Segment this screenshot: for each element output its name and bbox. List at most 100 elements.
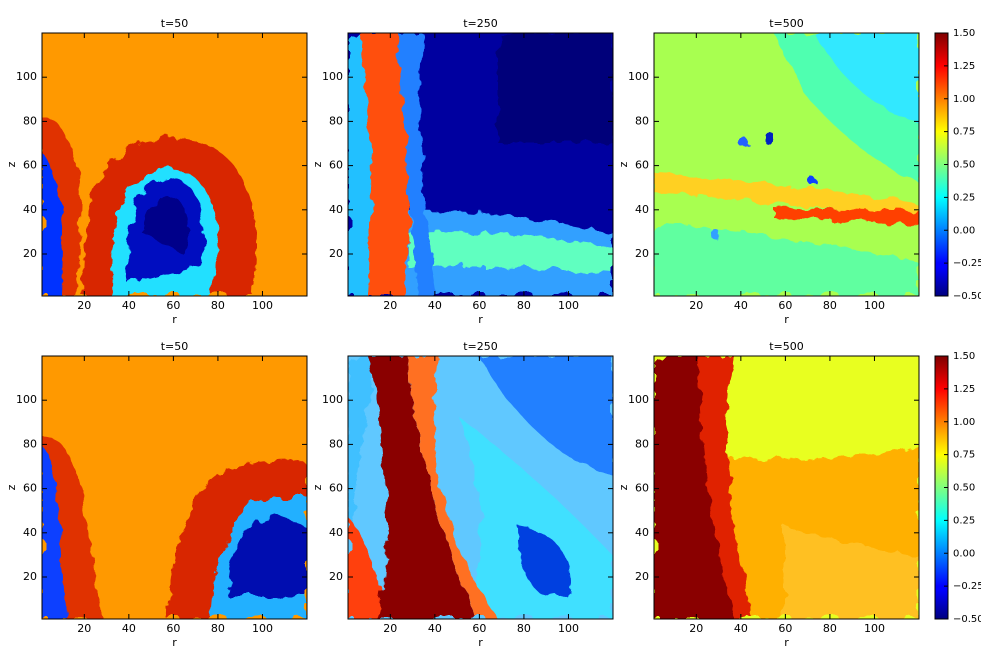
x-tick-label: 80 xyxy=(211,622,225,635)
y-axis-label: z xyxy=(5,161,18,167)
y-tick-label: 100 xyxy=(16,70,37,83)
colorbar-tick-label: 1.50 xyxy=(953,351,975,362)
x-axis-label: r xyxy=(172,636,177,649)
x-tick-label: 100 xyxy=(252,622,273,635)
colorbar-tick-label: 1.50 xyxy=(953,28,975,39)
y-axis-label: z xyxy=(311,484,324,490)
x-tick-label: 100 xyxy=(558,299,579,312)
colorbar-tick-label: 0.50 xyxy=(953,160,975,171)
y-tick-label: 20 xyxy=(635,247,649,260)
y-tick-label: 40 xyxy=(329,203,343,216)
colorbar-tick-label: 0.25 xyxy=(953,515,975,526)
x-tick-label: 100 xyxy=(252,299,273,312)
y-tick-label: 60 xyxy=(23,482,37,495)
panel-title: t=50 xyxy=(161,340,189,353)
y-tick-label: 80 xyxy=(329,114,343,127)
x-tick-label: 100 xyxy=(864,299,885,312)
y-tick-label: 40 xyxy=(23,203,37,216)
plot-frame xyxy=(347,355,614,620)
y-axis-label: z xyxy=(617,484,630,490)
y-tick-label: 100 xyxy=(16,393,37,406)
y-tick-label: 20 xyxy=(635,570,649,583)
colorbar-tick-label: 1.25 xyxy=(953,61,975,72)
y-axis-label: z xyxy=(311,161,324,167)
y-axis-label: z xyxy=(617,161,630,167)
x-tick-label: 100 xyxy=(558,622,579,635)
colorbar-tick-label: 1.00 xyxy=(953,417,975,428)
x-tick-label: 40 xyxy=(428,299,442,312)
y-tick-label: 40 xyxy=(635,526,649,539)
plot-frame xyxy=(41,32,308,297)
y-tick-label: 100 xyxy=(322,393,343,406)
y-tick-label: 60 xyxy=(635,482,649,495)
y-tick-label: 80 xyxy=(635,437,649,450)
y-tick-label: 80 xyxy=(23,437,37,450)
y-tick-label: 20 xyxy=(23,247,37,260)
y-tick-label: 80 xyxy=(635,114,649,127)
colorbar-tick-label: −0.50 xyxy=(953,291,981,302)
field-image xyxy=(42,356,307,619)
y-tick-label: 40 xyxy=(23,526,37,539)
x-tick-label: 20 xyxy=(689,622,703,635)
x-tick-label: 60 xyxy=(472,299,486,312)
panel-title: t=50 xyxy=(161,17,189,30)
x-tick-label: 60 xyxy=(472,622,486,635)
plot-frame xyxy=(347,32,614,297)
y-tick-label: 100 xyxy=(322,70,343,83)
plot-frame xyxy=(653,355,920,620)
y-tick-label: 100 xyxy=(628,393,649,406)
plot-frame xyxy=(41,355,308,620)
plot-frame xyxy=(653,32,920,297)
x-axis-label: r xyxy=(478,636,483,649)
x-axis-label: r xyxy=(172,313,177,326)
colorbar-tick-label: 0.00 xyxy=(953,225,975,236)
panel-title: t=500 xyxy=(769,340,804,353)
panel-title: t=500 xyxy=(769,17,804,30)
colorbar-tick-label: 0.75 xyxy=(953,127,975,138)
x-tick-label: 20 xyxy=(383,299,397,312)
y-tick-label: 20 xyxy=(329,247,343,260)
colorbar-tick-label: 0.50 xyxy=(953,483,975,494)
x-tick-label: 80 xyxy=(517,299,531,312)
colorbar-tick-label: 1.25 xyxy=(953,384,975,395)
x-tick-label: 80 xyxy=(823,299,837,312)
y-tick-label: 40 xyxy=(329,526,343,539)
x-tick-label: 40 xyxy=(734,299,748,312)
panel-title: t=250 xyxy=(463,340,498,353)
x-tick-label: 40 xyxy=(122,299,136,312)
x-tick-label: 80 xyxy=(517,622,531,635)
x-tick-label: 40 xyxy=(428,622,442,635)
y-tick-label: 60 xyxy=(23,159,37,172)
x-tick-label: 40 xyxy=(734,622,748,635)
x-tick-label: 20 xyxy=(689,299,703,312)
x-tick-label: 60 xyxy=(166,622,180,635)
x-tick-label: 40 xyxy=(122,622,136,635)
field-image xyxy=(348,356,613,619)
y-tick-label: 60 xyxy=(329,159,343,172)
y-tick-label: 60 xyxy=(635,159,649,172)
colorbar-tick-label: 0.00 xyxy=(953,548,975,559)
colorbar-tick-label: −0.25 xyxy=(953,581,981,592)
y-tick-label: 100 xyxy=(628,70,649,83)
field-image xyxy=(654,33,919,296)
x-tick-label: 80 xyxy=(823,622,837,635)
x-tick-label: 80 xyxy=(211,299,225,312)
x-tick-label: 20 xyxy=(383,622,397,635)
panel-title: t=250 xyxy=(463,17,498,30)
x-tick-label: 60 xyxy=(166,299,180,312)
field-image xyxy=(42,33,307,296)
x-tick-label: 60 xyxy=(778,299,792,312)
y-tick-label: 20 xyxy=(23,570,37,583)
x-axis-label: r xyxy=(784,636,789,649)
x-axis-label: r xyxy=(784,313,789,326)
field-image xyxy=(654,356,919,619)
y-tick-label: 80 xyxy=(329,437,343,450)
colorbar-tick-label: 1.00 xyxy=(953,94,975,105)
x-tick-label: 60 xyxy=(778,622,792,635)
field-image xyxy=(348,33,613,296)
x-tick-label: 100 xyxy=(864,622,885,635)
colorbar-tick-label: 0.25 xyxy=(953,192,975,203)
x-axis-label: r xyxy=(478,313,483,326)
y-tick-label: 60 xyxy=(329,482,343,495)
